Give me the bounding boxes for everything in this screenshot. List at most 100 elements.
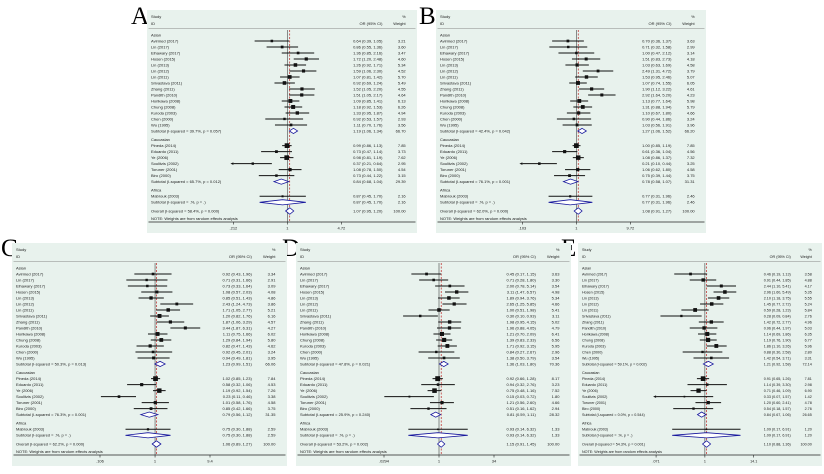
svg-text:1: 1 — [286, 226, 289, 231]
svg-text:1.31 (0.88, 1.94): 1.31 (0.88, 1.94) — [642, 104, 672, 109]
svg-text:0.94 (0.49, 1.81): 0.94 (0.49, 1.81) — [222, 355, 252, 360]
forest-panel-e: Study ID OR (95% CI)% Weight Asian Avirmed (2… — [578, 243, 822, 466]
svg-text:3.11: 3.11 — [552, 313, 560, 318]
study-row: Kuroda (2003) 0.82 (0.47, 1.43) 4.62 — [16, 343, 276, 348]
svg-text:Lin (2013): Lin (2013) — [440, 62, 459, 67]
svg-text:100.00: 100.00 — [393, 208, 406, 213]
svg-text:4.58: 4.58 — [268, 400, 277, 405]
svg-text:0.81 (0.59, 1.11): 0.81 (0.59, 1.11) — [507, 412, 537, 417]
svg-text:.106: .106 — [96, 459, 105, 464]
or-square-marker — [282, 81, 287, 85]
study-row: Zhang (2011) 1.90 (1.12, 3.22) 4.61 — [440, 86, 695, 91]
svg-text:100.00: 100.00 — [263, 441, 276, 446]
svg-text:Srivastava (2011): Srivastava (2011) — [16, 313, 48, 318]
svg-text:Asian: Asian — [440, 32, 450, 37]
group-label-row: Africa — [440, 188, 451, 193]
svg-text:Subtotal (I-squared = 42.4%,: Subtotal (I-squared = 42.4%, p = 0.042) — [440, 128, 511, 133]
study-row: Wu (1995) 1.42 (0.54, 3.71) 3.31 — [582, 356, 812, 360]
svg-text:Ye (2006): Ye (2006) — [151, 155, 169, 160]
svg-text:0.87 (0.45, 1.70): 0.87 (0.45, 1.70) — [353, 194, 383, 199]
svg-text:Pineda (2014): Pineda (2014) — [151, 143, 177, 148]
study-row: Toruner (2001) 1.20 (0.60, 2.41) 4.78 — [582, 400, 812, 405]
svg-text:5.41: 5.41 — [552, 307, 561, 312]
svg-text:Eduardo (2011): Eduardo (2011) — [16, 382, 44, 387]
study-row: Horikawa (2008) 1.14 (0.69, 1.86) 6.35 — [582, 331, 812, 336]
svg-text:Lin (2011): Lin (2011) — [16, 307, 34, 312]
svg-text:0.91 (0.44, 1.85): 0.91 (0.44, 1.85) — [764, 278, 791, 282]
or-square-marker — [577, 99, 582, 103]
svg-text:Soulitzis (2002): Soulitzis (2002) — [582, 395, 607, 399]
or-square-marker — [283, 117, 286, 121]
svg-text:.212: .212 — [230, 226, 239, 231]
svg-text:Zhang (2011): Zhang (2011) — [440, 86, 464, 91]
svg-text:2.96 (1.60, 5.49): 2.96 (1.60, 5.49) — [764, 290, 791, 294]
study-row: Kuroda (2003) 1.86 (1.10, 3.26) 5.96 — [582, 344, 812, 348]
svg-text:1.11 (0.75, 1.66): 1.11 (0.75, 1.66) — [223, 331, 253, 336]
svg-text:7.26: 7.26 — [268, 388, 277, 393]
svg-text:1.72 (1.20, 2.48): 1.72 (1.20, 2.48) — [353, 56, 383, 61]
svg-text:1.21 (0.92, 1.58): 1.21 (0.92, 1.58) — [764, 362, 791, 366]
study-row: Horikawa (2008) 1.09 (0.85, 1.41) 6.13 — [151, 98, 406, 103]
study-row: Hosen (2015) 3.11 (1.47, 6.57) 4.98 — [300, 289, 560, 294]
or-square-marker — [287, 75, 292, 79]
svg-text:Africa: Africa — [151, 188, 162, 193]
or-square-marker — [442, 356, 446, 360]
svg-text:Subtotal (I-squared = 25.9%,: Subtotal (I-squared = 25.9%, p = 0.240) — [300, 412, 371, 417]
svg-text:3.54: 3.54 — [552, 283, 561, 288]
svg-text:3.21: 3.21 — [398, 38, 407, 43]
svg-text:0.93 (0.14, 6.32): 0.93 (0.14, 6.32) — [506, 433, 536, 438]
study-row: Avirmed (2017) 0.45 (0.17, 1.15) 3.63 — [300, 271, 560, 276]
subtotal-row: Subtotal (I-squared = .%, p = .) 0.77 (0.… — [440, 199, 695, 206]
study-row: Pandith (2010) 1.96 (0.88, 4.05) 4.79 — [300, 325, 560, 330]
svg-text:1.20: 1.20 — [805, 428, 812, 432]
svg-text:4.88: 4.88 — [805, 278, 812, 282]
svg-text:Study: Study — [300, 247, 310, 252]
svg-text:Eduardo (2011): Eduardo (2011) — [440, 149, 468, 154]
svg-text:7.62: 7.62 — [398, 155, 407, 160]
svg-text:1.39 (0.83, 2.33): 1.39 (0.83, 2.33) — [506, 337, 536, 342]
svg-text:Chen (2000): Chen (2000) — [300, 349, 323, 354]
or-square-marker — [576, 81, 580, 85]
svg-text:Elhawary (2017): Elhawary (2017) — [582, 284, 609, 288]
study-row: Chen (2000) 0.92 (0.45, 2.01) 3.24 — [16, 349, 276, 354]
svg-text:Study: Study — [151, 14, 161, 19]
svg-text:0.92 (0.69, 1.24): 0.92 (0.69, 1.24) — [353, 80, 383, 85]
study-row: Eduardo (2011) 0.94 (0.32, 2.76) 3.23 — [300, 382, 560, 387]
study-row: Srivastava (2011) 0.30 (0.10, 0.93) 3.11 — [300, 313, 560, 318]
or-square-marker — [435, 376, 441, 382]
svg-text:Africa: Africa — [440, 188, 451, 193]
svg-text:Horikawa (2008): Horikawa (2008) — [440, 98, 470, 103]
svg-text:0.71 (0.32, 1.58): 0.71 (0.32, 1.58) — [642, 44, 672, 49]
svg-text:1: 1 — [438, 459, 441, 464]
svg-text:OR (95% CI): OR (95% CI) — [229, 254, 253, 259]
svg-text:Zhang (2011): Zhang (2011) — [151, 86, 175, 91]
svg-text:4.79: 4.79 — [552, 325, 561, 330]
svg-text:66.70: 66.70 — [396, 128, 407, 133]
svg-text:5.34: 5.34 — [552, 295, 561, 300]
svg-text:1: 1 — [704, 460, 706, 464]
svg-text:Avirmed (2017): Avirmed (2017) — [582, 272, 607, 276]
svg-text:Africa: Africa — [582, 422, 592, 426]
svg-text:3.47: 3.47 — [398, 50, 407, 55]
svg-text:3.38: 3.38 — [268, 394, 277, 399]
or-square-marker — [567, 45, 570, 49]
study-row: Lin (2017) 0.71 (0.28, 1.80) 3.30 — [300, 277, 560, 282]
svg-text:0.77 (0.31, 1.96): 0.77 (0.31, 1.96) — [642, 200, 672, 205]
study-row: Eduardo (2011) 0.58 (0.32, 1.06) 4.53 — [16, 382, 276, 387]
svg-text:0.59 (0.28, 1.23): 0.59 (0.28, 1.23) — [764, 308, 791, 312]
or-square-marker — [155, 332, 160, 336]
svg-text:%: % — [808, 248, 812, 252]
svg-text:Lin (2017): Lin (2017) — [300, 277, 319, 282]
forest-panel-c: Study ID OR (95% CI)% Weight Asian Avirmed (2… — [12, 243, 287, 466]
svg-text:1.00 (0.85, 1.19): 1.00 (0.85, 1.19) — [642, 143, 672, 148]
study-row: Ye (2006) 1.19 (0.92, 1.54) 7.26 — [16, 388, 276, 393]
study-row: Elhawary (2017) 1.36 (0.85, 2.16) 3.47 — [151, 50, 406, 55]
svg-text:NOTE: Weights are from random: NOTE: Weights are from random effects an… — [300, 449, 387, 454]
svg-text:Chen (2000): Chen (2000) — [151, 116, 174, 121]
svg-text:Lin (2013): Lin (2013) — [582, 296, 599, 300]
subtotal-diamond — [696, 411, 707, 418]
study-row: Mabrouk (2003) 0.77 (0.31, 1.96) 2.46 — [440, 194, 695, 199]
